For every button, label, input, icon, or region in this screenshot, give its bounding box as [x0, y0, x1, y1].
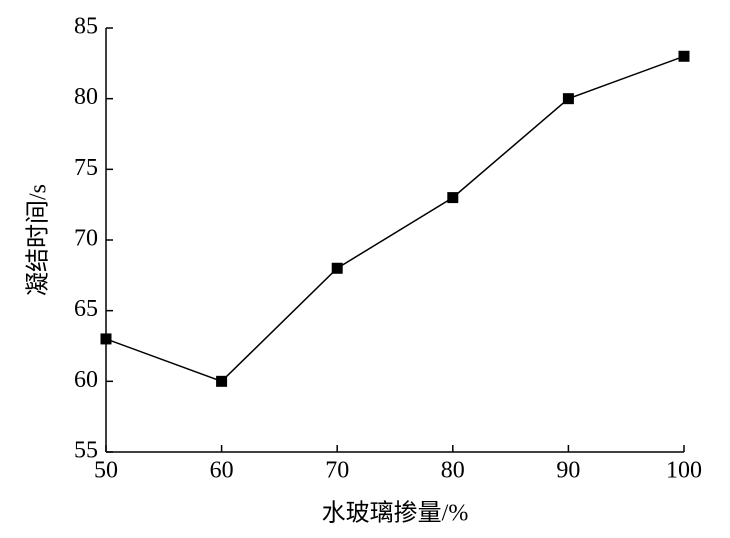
marker [331, 262, 343, 274]
x-tick-label: 80 [441, 458, 465, 484]
x-tick-label: 50 [94, 458, 118, 484]
y-tick-label: 70 [74, 226, 98, 252]
x-tick-label: 100 [666, 458, 702, 484]
y-tick-label: 75 [74, 155, 98, 181]
marker [678, 50, 690, 62]
y-tick-label: 60 [74, 367, 98, 393]
x-tick-label: 70 [325, 458, 349, 484]
y-axis-label: 凝结时间/s [25, 184, 52, 296]
x-tick-label: 60 [210, 458, 234, 484]
y-tick-label: 80 [74, 84, 98, 110]
marker [100, 333, 112, 345]
x-axis-label: 水玻璃掺量/% [322, 500, 469, 527]
y-tick-label: 85 [74, 14, 98, 40]
series-line [105, 55, 685, 383]
marker [562, 93, 574, 105]
y-tick-label: 55 [74, 438, 98, 464]
marker [216, 375, 228, 387]
x-tick-label: 90 [556, 458, 580, 484]
marker [447, 192, 459, 204]
y-tick-label: 65 [74, 296, 98, 322]
